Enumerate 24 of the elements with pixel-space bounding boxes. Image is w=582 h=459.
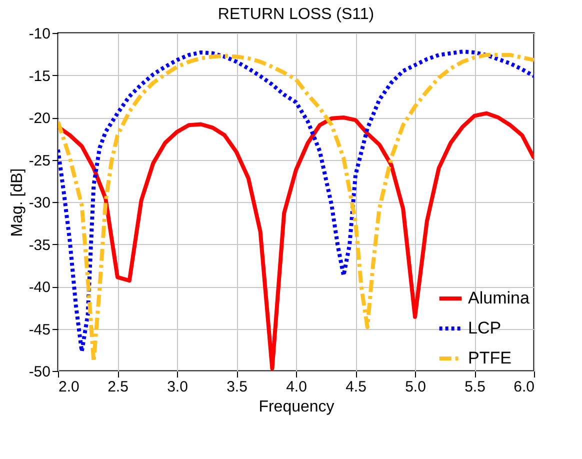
x-axis-title: Frequency <box>258 398 334 416</box>
x-tick-label: 5.0 <box>405 378 426 396</box>
x-tick-label: 6.0 <box>514 378 534 396</box>
x-tick-label: 2.5 <box>108 378 128 396</box>
y-tick-label: -40 <box>28 279 50 296</box>
legend-label: LCP <box>468 318 502 338</box>
y-tick-label: -15 <box>28 68 50 85</box>
x-tick-label: 3.5 <box>226 378 248 396</box>
y-tick-label: -25 <box>28 152 50 170</box>
y-tick-label: -30 <box>28 194 50 212</box>
y-tick-label: -35 <box>28 236 50 254</box>
y-tick-label: -45 <box>28 321 50 338</box>
legend-label: PTFE <box>468 348 512 368</box>
chart-title: RETURN LOSS (S11) <box>218 6 374 23</box>
x-tick-label: 3.0 <box>167 378 188 396</box>
y-axis-title: Mag. [dB] <box>8 168 26 237</box>
y-tick-label: -10 <box>28 26 50 42</box>
y-tick-label: -50 <box>28 364 50 380</box>
legend-label: Alumina <box>468 288 530 308</box>
x-tick-label: 5.5 <box>464 378 486 396</box>
x-tick-label: 2.0 <box>58 378 80 396</box>
y-tick-label: -20 <box>28 110 50 127</box>
x-tick-label: 4.0 <box>286 378 307 396</box>
x-tick-label: 4.5 <box>346 378 366 396</box>
